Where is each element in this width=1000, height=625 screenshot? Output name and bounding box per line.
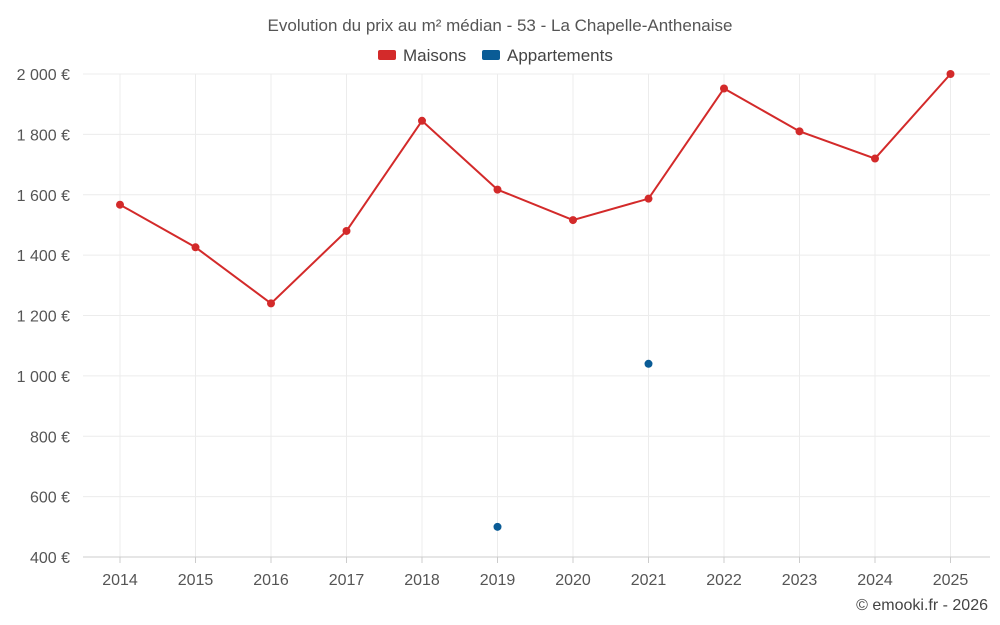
y-tick-label: 2 000 € — [17, 67, 70, 84]
x-tick-label: 2020 — [555, 572, 591, 589]
legend: Maisons Appartements — [378, 46, 613, 65]
data-point-maisons — [871, 154, 879, 163]
series-layer — [116, 70, 955, 531]
legend-swatch-appartements[interactable] — [482, 50, 500, 60]
legend-label-appartements[interactable]: Appartements — [507, 46, 613, 65]
legend-label-maisons[interactable]: Maisons — [403, 46, 466, 65]
grid — [83, 73, 990, 557]
x-tick-label: 2022 — [706, 572, 742, 589]
x-tick-label: 2017 — [329, 572, 365, 589]
series-line-maisons — [119, 73, 952, 305]
y-tick-label: 1 200 € — [17, 309, 70, 326]
data-point-maisons — [493, 185, 502, 194]
x-tick-label: 2021 — [631, 572, 667, 589]
y-tick-label: 600 € — [30, 490, 70, 507]
x-tick-label: 2025 — [933, 572, 969, 589]
y-tick-label: 1 000 € — [17, 369, 70, 386]
y-tick-label: 800 € — [30, 429, 70, 446]
data-point-maisons — [569, 216, 577, 225]
y-tick-label: 1 800 € — [17, 127, 70, 144]
data-point-appartements — [644, 359, 653, 368]
y-tick-label: 1 400 € — [17, 248, 70, 265]
x-tick-label: 2019 — [480, 572, 516, 589]
axes: 400 € 600 € 800 € 1 000 € 1 200 € 1 400 € 1 60… — [17, 67, 990, 589]
x-tick-label: 2014 — [102, 572, 138, 589]
chart-title: Evolution du prix au m² médian - 53 - La… — [268, 16, 733, 35]
x-tick-label: 2015 — [178, 572, 214, 589]
data-point-maisons — [644, 194, 653, 203]
data-point-maisons — [795, 127, 804, 136]
data-point-maisons — [946, 70, 955, 78]
data-point-maisons — [342, 226, 351, 235]
x-tick-label: 2023 — [782, 572, 818, 589]
data-point-appartements — [493, 522, 502, 531]
data-point-maisons — [418, 116, 426, 125]
data-point-maisons — [720, 84, 728, 93]
x-tick-label: 2018 — [404, 572, 440, 589]
x-tick-label: 2016 — [253, 572, 289, 589]
y-tick-label: 1 600 € — [17, 188, 70, 205]
y-tick-label: 400 € — [30, 550, 70, 567]
data-point-maisons — [191, 243, 200, 252]
data-point-maisons — [116, 200, 124, 209]
x-tick-label: 2024 — [857, 572, 893, 589]
credit-text: © emooki.fr - 2026 — [856, 597, 988, 614]
legend-swatch-maisons[interactable] — [378, 50, 396, 60]
data-point-maisons — [267, 299, 275, 308]
